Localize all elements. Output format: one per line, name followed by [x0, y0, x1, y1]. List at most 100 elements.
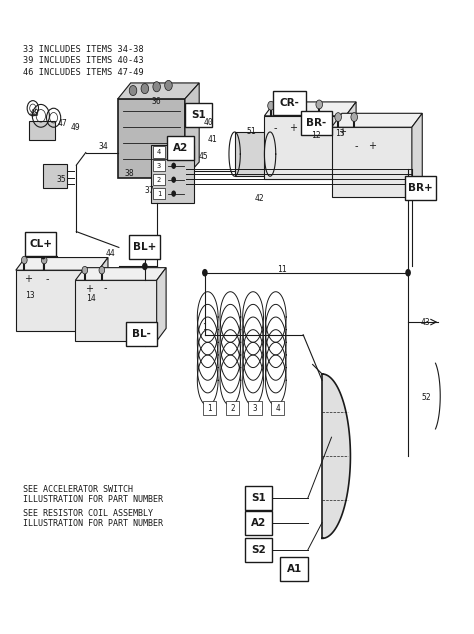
Bar [154, 188, 165, 199]
Text: CL+: CL+ [29, 238, 52, 249]
Bar [248, 401, 262, 415]
Text: -: - [355, 141, 358, 151]
Bar [281, 557, 308, 581]
Bar [167, 136, 194, 160]
Text: -: - [104, 283, 108, 294]
Circle shape [351, 113, 357, 122]
Text: 13: 13 [25, 291, 35, 300]
Bar [273, 91, 306, 115]
Text: 40: 40 [204, 118, 213, 127]
Text: A1: A1 [287, 564, 302, 574]
Circle shape [164, 81, 172, 91]
Bar [127, 322, 157, 346]
Polygon shape [331, 113, 422, 127]
Text: 3: 3 [253, 404, 257, 413]
Text: 2: 2 [157, 177, 161, 183]
Bar [154, 146, 165, 158]
Text: 4: 4 [275, 404, 280, 413]
Bar [203, 401, 216, 415]
Text: 42: 42 [255, 193, 264, 203]
Circle shape [171, 176, 176, 183]
Circle shape [129, 86, 137, 96]
Circle shape [405, 269, 411, 276]
Text: +: + [24, 274, 32, 284]
Polygon shape [118, 99, 185, 178]
Text: 3: 3 [157, 163, 161, 169]
Bar [245, 486, 272, 510]
Text: BR-: BR- [306, 118, 326, 128]
Text: 46 INCLUDES ITEMS 47-49: 46 INCLUDES ITEMS 47-49 [23, 68, 144, 77]
Circle shape [21, 256, 27, 264]
Bar [235, 132, 270, 176]
Text: A2: A2 [173, 143, 188, 153]
Text: 41: 41 [208, 136, 217, 145]
Bar [226, 401, 239, 415]
Bar [245, 538, 272, 562]
Text: 2: 2 [230, 404, 235, 413]
Circle shape [99, 266, 105, 274]
Text: 47: 47 [57, 119, 67, 128]
Bar [331, 127, 412, 197]
Text: +: + [84, 283, 92, 294]
Circle shape [316, 100, 322, 109]
Text: 52: 52 [421, 393, 431, 402]
Polygon shape [99, 257, 108, 331]
Polygon shape [156, 268, 166, 341]
Text: 35: 35 [56, 174, 66, 184]
Circle shape [202, 269, 208, 276]
Circle shape [141, 84, 149, 94]
Polygon shape [75, 268, 166, 280]
Text: +: + [368, 141, 376, 151]
Circle shape [268, 101, 274, 110]
Text: BR+: BR+ [408, 183, 433, 193]
Bar [185, 103, 212, 127]
Text: 1: 1 [157, 191, 161, 197]
Bar [405, 176, 436, 200]
Text: 48: 48 [30, 109, 40, 118]
Polygon shape [118, 83, 199, 99]
Text: 13: 13 [335, 129, 345, 138]
Text: S2: S2 [251, 545, 265, 555]
Text: +: + [289, 124, 297, 134]
Bar [29, 121, 55, 140]
Text: S1: S1 [191, 110, 206, 120]
Text: 38: 38 [124, 169, 134, 178]
Circle shape [283, 101, 290, 110]
Text: 1: 1 [207, 404, 212, 413]
Bar [16, 270, 99, 331]
Text: 34: 34 [99, 142, 109, 152]
Bar [43, 164, 67, 188]
Text: 49: 49 [71, 123, 80, 132]
Text: 39 INCLUDES ITEMS 40-43: 39 INCLUDES ITEMS 40-43 [23, 56, 144, 65]
Bar [129, 235, 160, 259]
Text: 44: 44 [106, 249, 115, 257]
Bar [25, 231, 56, 256]
Circle shape [405, 180, 411, 188]
Bar [154, 160, 165, 172]
Text: 37: 37 [145, 186, 155, 195]
Text: 4: 4 [157, 149, 161, 155]
Text: +: + [338, 127, 346, 138]
Text: SEE ACCELERATOR SWITCH: SEE ACCELERATOR SWITCH [23, 484, 133, 494]
Circle shape [41, 256, 47, 264]
Text: A2: A2 [251, 518, 266, 528]
Circle shape [335, 113, 341, 122]
Text: 36: 36 [152, 98, 162, 107]
Text: ILLUSTRATION FOR PART NUMBER: ILLUSTRATION FOR PART NUMBER [23, 495, 164, 504]
Circle shape [171, 149, 176, 155]
Text: 12: 12 [311, 131, 321, 140]
Text: 51: 51 [246, 127, 256, 136]
Text: BL-: BL- [132, 329, 151, 339]
Circle shape [171, 163, 176, 169]
Text: 45: 45 [199, 152, 209, 162]
Circle shape [142, 262, 148, 270]
Circle shape [40, 252, 46, 259]
Polygon shape [264, 102, 356, 116]
Circle shape [300, 101, 307, 110]
Polygon shape [346, 102, 356, 179]
Text: CR-: CR- [280, 98, 300, 108]
Text: -: - [307, 124, 310, 134]
Polygon shape [16, 257, 108, 270]
Bar [75, 280, 156, 341]
Text: ILLUSTRATION FOR PART NUMBER: ILLUSTRATION FOR PART NUMBER [23, 519, 164, 528]
